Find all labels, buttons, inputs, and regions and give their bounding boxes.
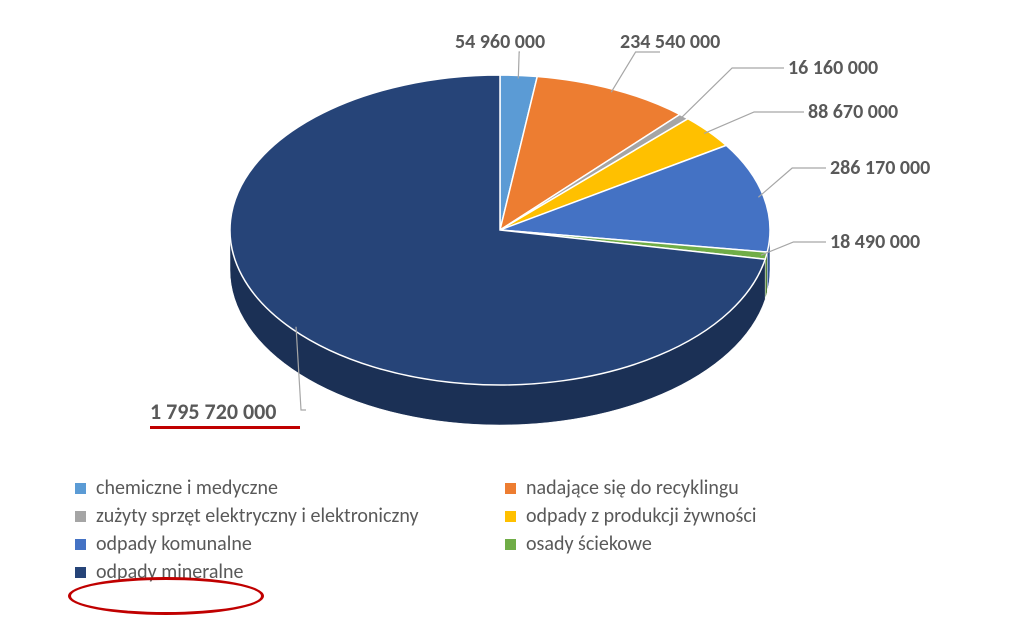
pie-chart-container: 54 960 000 234 540 000 16 160 000 88 670…	[0, 0, 1024, 617]
legend-label: nadające się do recyklingu	[526, 476, 739, 500]
legend-label: osady ściekowe	[526, 532, 652, 556]
legend-swatch	[505, 511, 516, 522]
slice-label-mineralne: 1 795 720 000	[150, 398, 276, 425]
legend-swatch	[505, 539, 516, 550]
legend-item-chemiczne: chemiczne i medyczne	[75, 476, 505, 500]
legend-swatch	[75, 539, 86, 550]
annotation-underline	[150, 426, 300, 429]
slice-label-chemiczne: 54 960 000	[455, 30, 545, 54]
slice-label-recykling: 234 540 000	[620, 30, 720, 54]
legend-swatch	[75, 511, 86, 522]
legend-label: chemiczne i medyczne	[96, 476, 278, 500]
slice-label-elektryczny: 16 160 000	[788, 56, 878, 80]
slice-label-osady: 18 490 000	[830, 230, 920, 254]
legend-item-osady: osady ściekowe	[505, 532, 935, 556]
legend-swatch	[75, 483, 86, 494]
legend-item-komunalne: odpady komunalne	[75, 532, 505, 556]
legend-item-zywnosc: odpady z produkcji żywności	[505, 504, 935, 528]
chart-legend: chemiczne i medyczne nadające się do rec…	[75, 476, 975, 588]
slice-label-komunalne: 286 170 000	[830, 156, 930, 180]
legend-item-recykling: nadające się do recyklingu	[505, 476, 935, 500]
legend-swatch	[75, 567, 86, 578]
legend-label: zużyty sprzęt elektryczny i elektroniczn…	[96, 504, 419, 528]
legend-label: odpady z produkcji żywności	[526, 504, 756, 528]
legend-item-elektryczny: zużyty sprzęt elektryczny i elektroniczn…	[75, 504, 505, 528]
annotation-ellipse	[68, 577, 264, 615]
slice-label-zywnosc: 88 670 000	[808, 100, 898, 124]
legend-swatch	[505, 483, 516, 494]
legend-label: odpady komunalne	[96, 532, 252, 556]
